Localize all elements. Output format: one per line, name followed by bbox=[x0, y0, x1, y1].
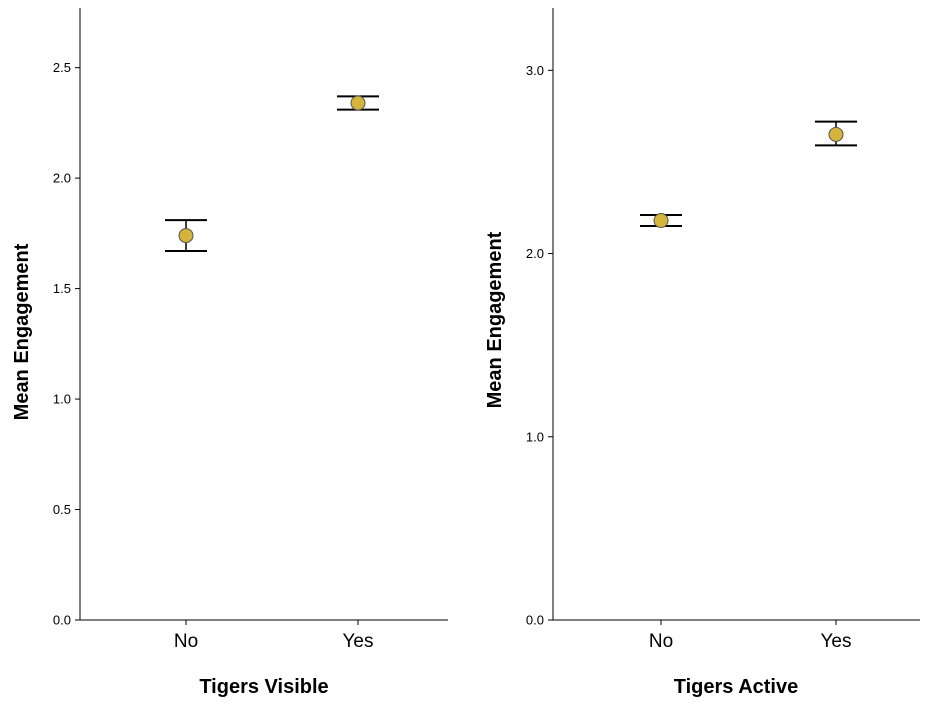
x-axis-title: Tigers Visible bbox=[199, 676, 328, 698]
x-tick-label: Yes bbox=[343, 631, 374, 652]
x-tick-label: No bbox=[649, 631, 673, 652]
y-tick-label: 1.0 bbox=[526, 429, 544, 444]
chart-panel-tigers-active: 0.0 1.0 2.0 3.0 No Yes Tigers Active Mean Engag… bbox=[484, 8, 920, 698]
y-tick-label: 1.5 bbox=[53, 281, 71, 296]
mean-point bbox=[178, 228, 194, 244]
x-axis-title: Tigers Active bbox=[674, 676, 799, 698]
y-tick-label: 1.0 bbox=[53, 392, 71, 407]
y-tick-label: 3.0 bbox=[526, 63, 544, 78]
y-tick-label: 2.0 bbox=[526, 246, 544, 261]
y-tick-label: 0.0 bbox=[526, 613, 544, 628]
y-tick-label: 2.0 bbox=[53, 171, 71, 186]
chart-panel-tigers-visible: 0.0 0.5 1.0 1.5 2.0 2.5 No Yes Tigers Visible Mea… bbox=[11, 8, 448, 698]
y-tick-label: 2.5 bbox=[53, 60, 71, 75]
x-tick-label: No bbox=[174, 631, 198, 652]
x-tick-label: Yes bbox=[821, 631, 852, 652]
mean-point bbox=[828, 126, 844, 142]
mean-point bbox=[653, 213, 669, 229]
y-axis-title: Mean Engagement bbox=[11, 243, 33, 420]
y-axis-title: Mean Engagement bbox=[484, 231, 506, 408]
y-tick-label: 0.5 bbox=[53, 502, 71, 517]
mean-point bbox=[350, 95, 366, 111]
y-tick-label: 0.0 bbox=[53, 613, 71, 628]
